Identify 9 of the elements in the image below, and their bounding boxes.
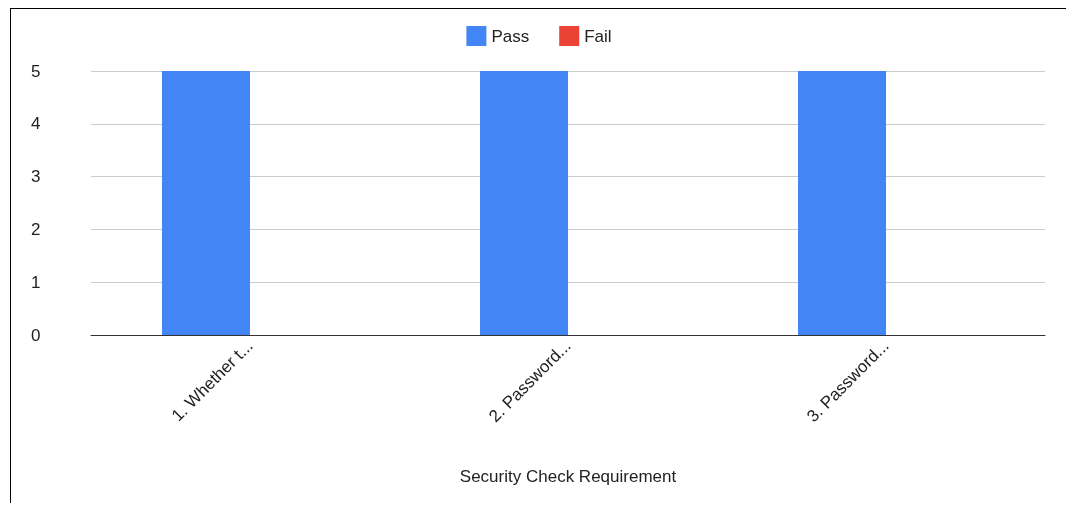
y-tick-label: 4 xyxy=(31,114,41,134)
y-tick-label: 3 xyxy=(31,167,41,187)
legend-label: Fail xyxy=(584,26,612,46)
y-tick-label: 2 xyxy=(31,219,41,239)
y-tick-label: 0 xyxy=(31,325,41,345)
y-tick-label: 5 xyxy=(31,61,41,81)
legend-label: Pass xyxy=(491,26,530,46)
y-tick-label: 1 xyxy=(31,272,41,292)
x-axis-title: Security Check Requirement xyxy=(459,467,677,486)
